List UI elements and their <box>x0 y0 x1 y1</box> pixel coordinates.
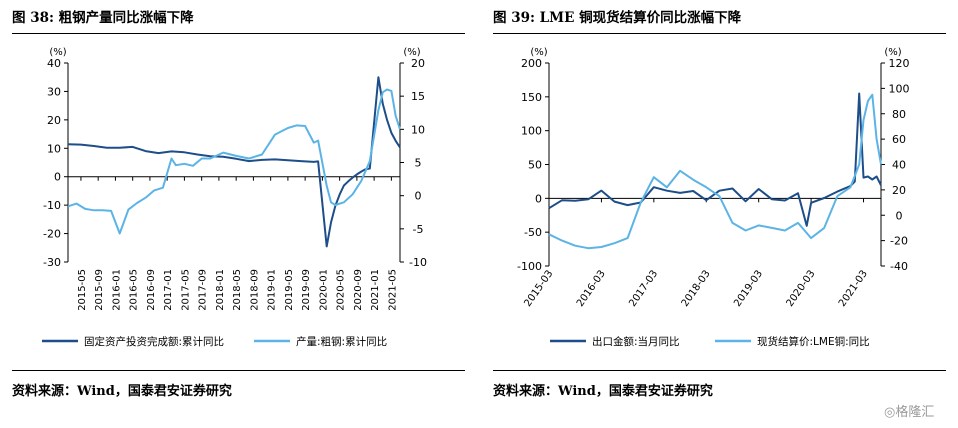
chart-2-x-tick-label: 2021-03 <box>837 268 870 309</box>
chart-1-right-tick-label: 10 <box>411 123 425 136</box>
chart-2-legend-label-1: 出口金额:当月同比 <box>592 335 680 348</box>
chart-1-x-tick-label: 2019-01 <box>267 269 278 311</box>
chart-2-left-tick-label: 0 <box>535 192 542 205</box>
chart-1-x-tick-label: 2015-09 <box>94 269 105 311</box>
chart-1-x-tick-label: 2018-05 <box>232 269 243 311</box>
chart-2-left-axis-unit: (%) <box>530 47 547 58</box>
chart-2-right-tick-label: 0 <box>896 209 903 222</box>
chart-1-left-tick-label: 30 <box>47 85 61 98</box>
chart-1-title-rule <box>12 33 465 34</box>
chart-2-right-tick-label: 100 <box>889 82 910 95</box>
chart-1-left-tick-label: -30 <box>43 256 61 269</box>
chart-2-right-tick-label: 60 <box>892 133 906 146</box>
chart-1-x-tick-label: 2021-01 <box>370 269 381 311</box>
chart-2-x-tick-label: 2017-03 <box>627 268 660 309</box>
chart-1-right-tick-label: 15 <box>411 90 425 103</box>
chart-1-series-2-line <box>67 88 401 235</box>
chart-2-right-tick-label: 20 <box>892 184 906 197</box>
chart-2-left-tick-label: -50 <box>524 226 542 239</box>
chart-1-x-tick-label: 2017-05 <box>180 269 191 311</box>
chart-1-x-tick-label: 2020-05 <box>336 269 347 311</box>
chart-2-x-tick-label: 2019-03 <box>732 268 765 309</box>
chart-1-x-tick-label: 2021-05 <box>387 269 398 311</box>
chart-2-title: 图 39: LME 铜现货结算价同比涨幅下降 <box>493 10 742 26</box>
chart-1-right-tick-label: 0 <box>415 190 422 203</box>
chart-1-title: 图 38: 粗钢产量同比涨幅下降 <box>12 10 194 26</box>
chart-1-x-tick-label: 2016-09 <box>146 269 157 311</box>
chart-1-source-note: 资料来源：Wind，国泰君安证券研究 <box>12 384 232 399</box>
chart-2-right-tick-label: 120 <box>889 57 910 70</box>
chart-2-x-tick-label: 2016-03 <box>575 268 608 309</box>
chart-2-right-axis-unit: (%) <box>884 47 901 58</box>
chart-1-x-tick-label: 2016-05 <box>129 269 140 311</box>
chart-1-left-tick-label: 10 <box>47 142 61 155</box>
chart-2-right-tick-label: -20 <box>890 235 908 248</box>
chart-2-left-tick-label: 50 <box>528 159 542 172</box>
chart-1-right-tick-label: -5 <box>413 223 424 236</box>
chart-2-right-tick-label: 40 <box>892 159 906 172</box>
chart-1-left-tick-label: -20 <box>43 228 61 241</box>
chart-1-left-tick-label: -10 <box>43 199 61 212</box>
chart-1-x-tick-label: 2019-09 <box>301 269 312 311</box>
chart-1-x-tick-label: 2017-09 <box>198 269 209 311</box>
chart-1-right-tick-label: 20 <box>411 57 425 70</box>
chart-1-x-tick-label: 2016-01 <box>111 269 122 311</box>
chart-1-x-tick-label: 2018-09 <box>249 269 260 311</box>
chart-1-x-tick-label: 2015-05 <box>77 269 88 311</box>
chart-1-bottom-rule <box>12 370 465 371</box>
chart-1-left-tick-label: 40 <box>47 57 61 70</box>
chart-2-series-2-line <box>548 93 882 250</box>
chart-2-left-tick-label: 100 <box>521 125 542 138</box>
chart-1-x-tick-label: 2018-01 <box>215 269 226 311</box>
chart-1-legend-label-1: 固定资产投资完成额:累计同比 <box>84 335 224 348</box>
chart-2-left-tick-label: 150 <box>521 91 542 104</box>
watermark-logo: ◎格隆汇 <box>884 405 935 420</box>
chart-1-right-tick-label: -10 <box>409 256 427 269</box>
chart-1-x-tick-label: 2019-05 <box>284 269 295 311</box>
chart-1-x-tick-label: 2017-01 <box>163 269 174 311</box>
chart-2-x-tick-label: 2018-03 <box>680 268 713 309</box>
chart-1-right-tick-label: 5 <box>415 157 422 170</box>
chart-2-bottom-rule <box>493 370 946 371</box>
chart-1-x-tick-label: 2020-01 <box>318 269 329 311</box>
chart-1-legend-label-2: 产量:粗钢:累计同比 <box>296 335 387 348</box>
chart-2-right-tick-label: 80 <box>892 108 906 121</box>
chart-2-x-tick-label: 2015-03 <box>522 268 555 309</box>
chart-1-series-1-line <box>67 76 401 248</box>
chart-2-left-tick-label: -100 <box>517 260 542 273</box>
chart-1-right-axis-unit: (%) <box>403 47 420 58</box>
chart-2-right-tick-label: -40 <box>890 260 908 273</box>
chart-2-legend-label-2: 现货结算价:LME铜:同比 <box>757 335 870 348</box>
chart-1-left-tick-label: 20 <box>47 114 61 127</box>
chart-2-source-note: 资料来源：Wind，国泰君安证券研究 <box>493 384 713 399</box>
chart-1-x-tick-label: 2020-09 <box>353 269 364 311</box>
chart-2-series-1-line <box>548 92 882 227</box>
chart-2-title-rule <box>493 33 946 34</box>
chart-1-left-tick-label: 0 <box>54 171 61 184</box>
chart-1-left-axis-unit: (%) <box>49 47 66 58</box>
chart-2-x-tick-label: 2020-03 <box>785 268 818 309</box>
chart-2-left-tick-label: 200 <box>521 57 542 70</box>
